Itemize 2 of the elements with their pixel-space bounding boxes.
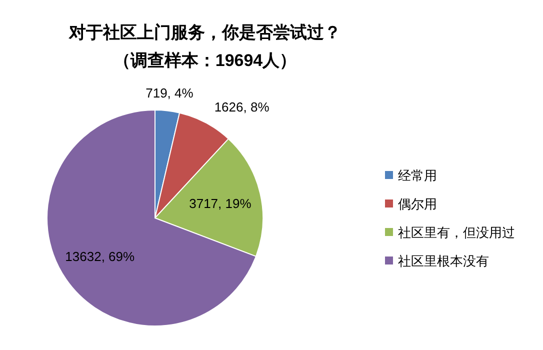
subtitle: （调查样本：19694人） <box>113 51 297 70</box>
title: 对于社区上门服务，你是否尝试过？ <box>69 23 341 42</box>
